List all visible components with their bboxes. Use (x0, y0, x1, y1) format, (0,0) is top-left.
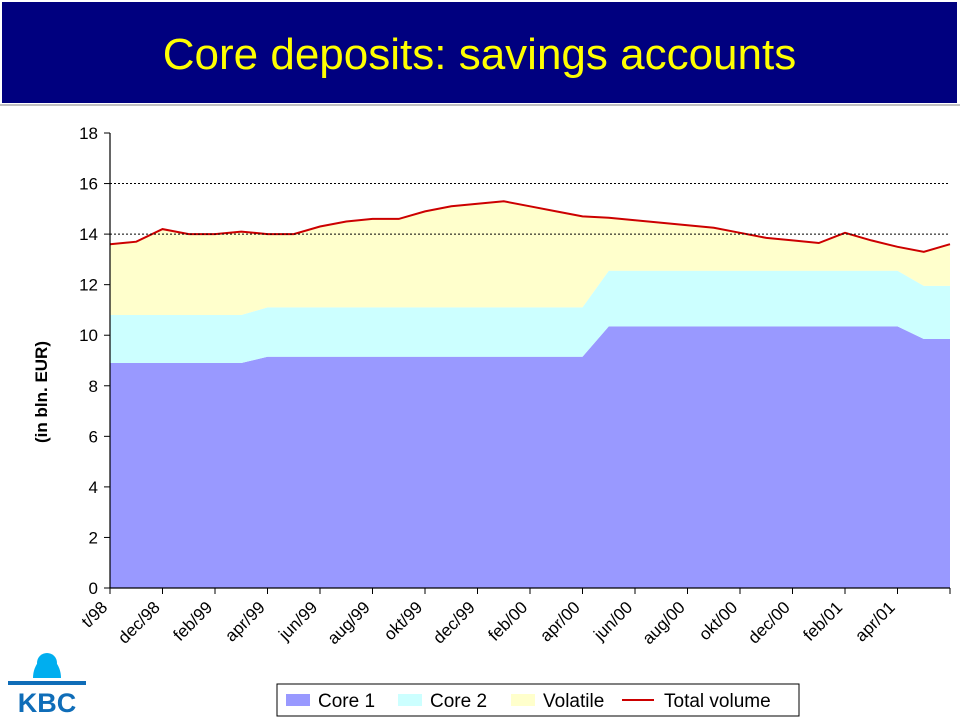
x-tick-label: okt/00 (695, 598, 741, 644)
x-tick-label: aug/00 (639, 598, 689, 648)
x-tick-label: feb/00 (484, 598, 531, 645)
area-volatile (110, 201, 950, 315)
area-core-1 (110, 326, 950, 588)
x-tick-label: aug/99 (324, 598, 374, 648)
title-divider (0, 104, 960, 106)
line-total-volume (109, 200, 951, 253)
x-tick-label: jun/00 (589, 598, 636, 645)
y-tick-label: 0 (89, 579, 98, 598)
y-tick-label: 6 (89, 427, 98, 446)
x-tick-label: dec/00 (744, 598, 794, 648)
legend-label-core-1: Core 1 (318, 691, 375, 712)
page-title: Core deposits: savings accounts (162, 29, 797, 79)
legend-swatch-core-1 (286, 694, 310, 706)
area-core-2 (110, 270, 950, 363)
y-tick-label: 14 (79, 225, 98, 244)
x-tick-label: t/98 (78, 598, 111, 631)
x-tick-label: dec/99 (429, 598, 479, 648)
logo-bar (8, 681, 86, 685)
kbc-logo: KBC (8, 653, 86, 716)
legend-box (276, 683, 800, 717)
logo-text: KBC (18, 688, 77, 716)
x-tick-label: feb/01 (799, 598, 846, 645)
y-tick-label: 12 (79, 276, 98, 295)
logo-head (37, 653, 57, 673)
legend-swatch-core-2 (398, 694, 422, 706)
y-tick-label: 16 (79, 175, 98, 194)
legend: Core 1 Core 2 Volatile Total volume (276, 683, 800, 717)
legend-label-core-2: Core 2 (430, 691, 487, 712)
y-tick-label: 8 (89, 377, 98, 396)
x-tick-label: jun/99 (274, 598, 321, 645)
x-tick-label: feb/99 (169, 598, 216, 645)
y-tick-label: 2 (89, 528, 98, 547)
title-bar: Core deposits: savings accounts (2, 2, 957, 103)
x-tick-label: apr/99 (221, 598, 269, 646)
y-tick-label: 18 (79, 124, 98, 143)
y-tick-label: 10 (79, 326, 98, 345)
y-axis-label: (in bln. EUR) (32, 341, 51, 443)
x-tick-label: apr/00 (536, 598, 584, 646)
legend-swatch-volatile (511, 694, 535, 706)
y-tick-label: 4 (89, 478, 98, 497)
x-tick-label: okt/99 (380, 598, 426, 644)
x-tick-label: apr/01 (851, 598, 899, 646)
legend-label-volatile: Volatile (543, 691, 604, 712)
legend-label-total-volume: Total volume (664, 691, 771, 712)
x-tick-label: dec/98 (114, 598, 164, 648)
